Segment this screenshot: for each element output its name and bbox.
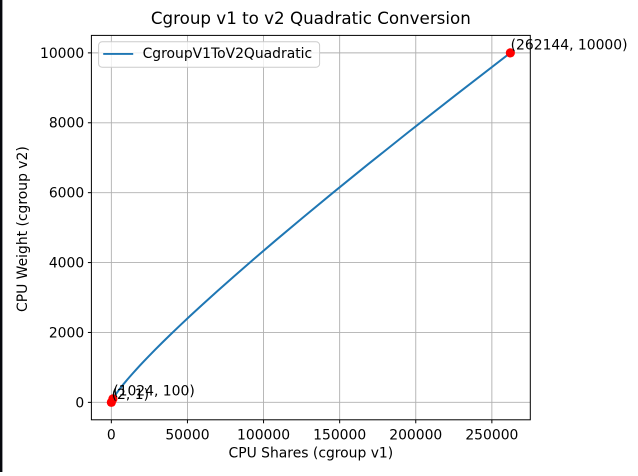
x-tick-label-150000: 150000 [313,428,366,444]
legend-frame [98,41,321,68]
y-tick-label-2000: 2000 [49,325,84,341]
data-point-markers [106,48,515,407]
x-tick-label-200000: 200000 [389,428,442,444]
y-tick-label-6000: 6000 [49,186,84,202]
x-axis-label: CPU Shares (cgroup v1) [229,446,394,462]
x-tick-label-250000: 250000 [465,428,518,444]
y-tick-label-10000: 10000 [40,46,84,62]
annotation-point-1024-100: (1024, 100) [113,384,195,400]
x-tick-label-0: 0 [107,428,116,444]
y-tick-label-0: 0 [75,395,84,411]
axis-ticks [87,52,493,424]
annotation-point-262144-10000: (262144, 10000) [511,38,628,54]
x-tick-label-50000: 50000 [165,428,209,444]
tick-labels: 0 50000 100000 150000 200000 250000 0 2000 4000 6… [40,46,518,444]
legend: CgroupV1ToV2Quadratic [98,41,321,68]
marker-point-2 [505,48,515,58]
chart-title: Cgroup v1 to v2 Quadratic Conversion [151,8,471,28]
y-axis-label: CPU Weight (cgroup v2) [15,146,31,312]
y-tick-label-4000: 4000 [49,255,84,271]
marker-point-1 [108,394,118,404]
legend-entry-label: CgroupV1ToV2Quadratic [143,46,313,62]
y-tick-label-8000: 8000 [49,116,84,132]
window-left-edge [0,0,3,472]
annotation-point-2-1: (2, 1) [112,387,149,403]
axes-frame [90,34,531,421]
x-tick-label-100000: 100000 [237,428,290,444]
